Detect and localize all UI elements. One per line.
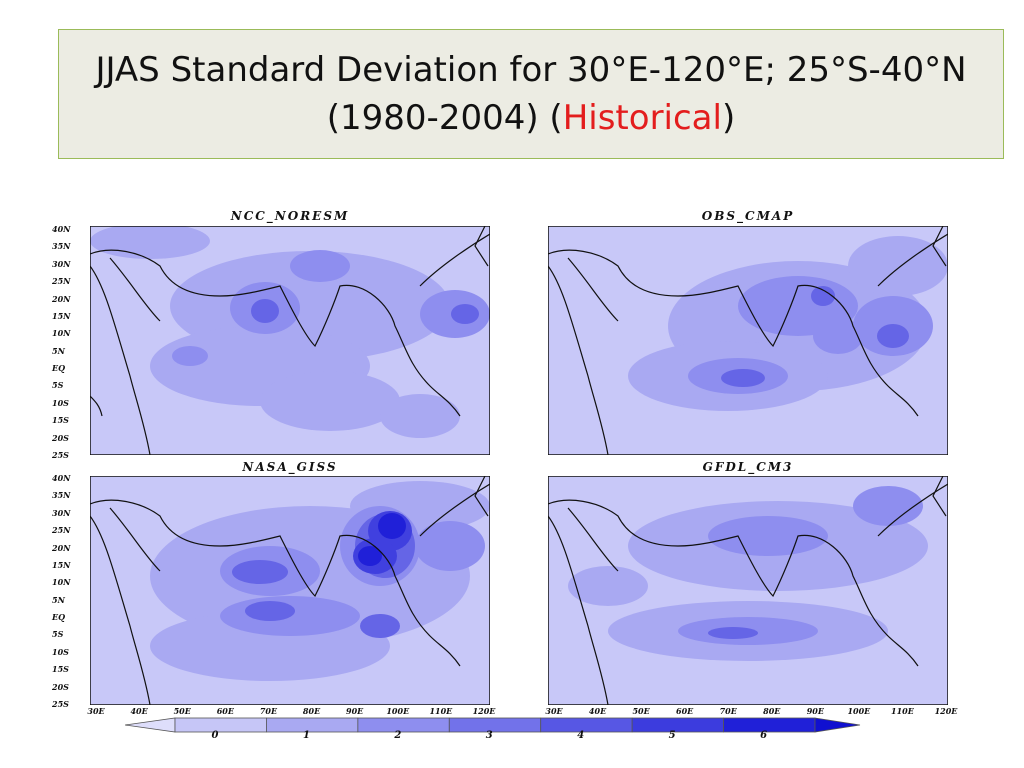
lon-tick-label: 110E: [429, 706, 453, 716]
title-line-2: (1980-2004) (Historical): [327, 94, 735, 142]
lat-tick-label: 30N: [52, 507, 71, 518]
lon-tick-label: 80E: [302, 706, 321, 716]
contour-fill-level-5: [358, 513, 406, 566]
panel-title-ncc-noresm: NCC_NORESM: [230, 209, 350, 223]
lon-tick-label: 100E: [386, 706, 410, 716]
coastlines: [548, 476, 948, 705]
lat-tick-label: 10S: [52, 397, 69, 408]
lat-tick-label: 10N: [52, 328, 71, 339]
coastlines: [90, 476, 490, 705]
lat-tick-label: 10N: [52, 577, 71, 588]
colorbar-tick-label: 0: [211, 730, 219, 741]
colorbar-segment: [448, 717, 542, 733]
colorbar: [125, 717, 861, 733]
lon-tick-label: 50E: [632, 706, 650, 716]
lon-tick-label: 80E: [763, 706, 781, 716]
coastlines: [548, 226, 948, 455]
colorbar-segment: [723, 717, 816, 733]
lat-tick-label: 5S: [52, 629, 64, 640]
colorbar-tick-label: 1: [302, 730, 310, 741]
lon-tick-label: 30E: [87, 706, 105, 716]
contour-fill-level-3: [708, 627, 758, 639]
colorbar-low-extension: [125, 717, 176, 733]
lat-tick-label: 35N: [52, 241, 71, 252]
lon-tick-label: 50E: [173, 706, 191, 716]
lon-tick-label: 110E: [891, 706, 914, 716]
title-highlight: Historical: [562, 98, 722, 138]
lon-tick-label: 120E: [934, 706, 958, 716]
slide-title: JJAS Standard Deviation for 30°E-120°E; …: [58, 29, 1004, 159]
lat-tick-label: 40N: [52, 473, 71, 483]
lon-tick-label: 40E: [130, 706, 148, 716]
colorbar-tick-label: 4: [577, 730, 585, 741]
lat-tick-label: 10S: [52, 646, 69, 657]
coastlines: [90, 226, 490, 455]
lon-tick-label: 60E: [676, 706, 694, 716]
panel-title-nasa-giss: NASA_GISS: [242, 460, 338, 474]
title-line-1: JJAS Standard Deviation for 30°E-120°E; …: [95, 50, 967, 90]
colorbar-segment: [357, 717, 450, 733]
lat-tick-label: EQ: [52, 612, 66, 623]
lat-tick-label: 15N: [52, 559, 71, 570]
colorbar-tick-label: 5: [668, 730, 676, 741]
lon-tick-label: 70E: [719, 706, 737, 716]
lat-tick-label: 15N: [52, 310, 71, 321]
colorbar-tick-label: 6: [760, 730, 768, 741]
panel-title-gfdl-cm3: GFDL_CM3: [702, 460, 794, 474]
colorbar-tick-label: 2: [394, 730, 402, 741]
lat-tick-label: 25N: [52, 525, 71, 536]
map-panel-ncc-noresm: [90, 226, 490, 455]
lon-tick-label: 30E: [545, 706, 563, 716]
lat-tick-label: 25N: [52, 276, 71, 287]
colorbar-segment: [631, 717, 724, 733]
lat-tick-label: 40N: [52, 224, 71, 234]
lat-tick-label: 20N: [52, 293, 71, 304]
lat-tick-label: 15S: [52, 415, 69, 426]
contour-fill-level-3: [251, 299, 479, 324]
lat-tick-label: 5S: [52, 380, 64, 391]
colorbar-segment: [174, 717, 267, 733]
panel-title-obs-cmap: OBS_CMAP: [701, 209, 795, 223]
lat-tick-label: 20N: [52, 542, 71, 553]
lon-tick-label: 100E: [847, 706, 871, 716]
lat-tick-label: 25S: [52, 699, 69, 709]
lon-tick-label: 60E: [216, 706, 234, 716]
lat-tick-label: 30N: [52, 258, 71, 269]
lon-tick-label: 40E: [588, 706, 607, 716]
title-line-2-prefix: (1980-2004) (: [326, 98, 563, 138]
lon-tick-label: 70E: [259, 706, 278, 716]
lat-tick-label: 25S: [52, 450, 69, 460]
title-line-2-suffix: ): [721, 98, 736, 138]
colorbar-segment: [266, 717, 359, 733]
map-panel-gfdl-cm3: [548, 476, 948, 705]
lat-tick-label: 20S: [52, 681, 69, 692]
lat-tick-label: 5N: [52, 594, 65, 605]
map-panel-obs-cmap: [548, 226, 948, 455]
lon-tick-label: 120E: [472, 706, 496, 716]
colorbar-segment: [540, 717, 633, 733]
lon-tick-label: 90E: [806, 706, 824, 716]
lon-tick-label: 90E: [346, 706, 364, 716]
map-panel-nasa-giss: [90, 476, 490, 705]
colorbar-high-extension: [814, 717, 861, 733]
lat-tick-label: 5N: [52, 345, 65, 356]
lat-tick-label: 20S: [52, 432, 69, 443]
colorbar-tick-label: 3: [485, 730, 493, 741]
lat-tick-label: 35N: [52, 490, 71, 501]
lat-tick-label: 15S: [52, 664, 69, 675]
lat-tick-label: EQ: [52, 363, 66, 374]
contour-fill-level-3: [721, 286, 909, 387]
